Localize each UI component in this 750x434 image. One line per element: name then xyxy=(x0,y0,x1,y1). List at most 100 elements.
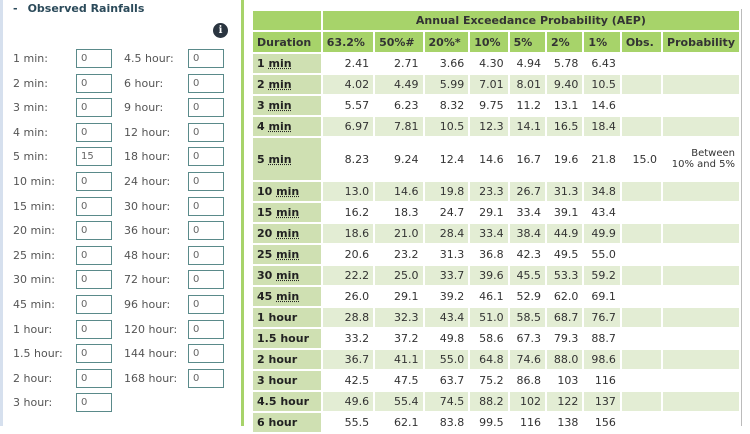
rainfall-field-label: 3 hour: xyxy=(13,396,53,410)
rainfall-input[interactable] xyxy=(76,98,112,118)
duration-cell: 1 hour xyxy=(253,308,321,327)
aep-value-cell: 74.6 xyxy=(509,350,546,369)
duration-cell: 20 min xyxy=(253,224,321,243)
rainfall-input[interactable] xyxy=(188,196,224,216)
panel-title-text: Observed Rainfalls xyxy=(27,2,145,15)
aep-value-cell: 2.41 xyxy=(344,57,370,70)
aep-value-cell: 137 xyxy=(584,392,620,411)
duration-number: 30 xyxy=(257,269,273,282)
rainfall-input[interactable] xyxy=(188,295,224,314)
aep-value-cell: 55.0 xyxy=(424,350,469,369)
aep-value-cell: 14.6 xyxy=(479,152,504,166)
aep-value-cell: 38.4 xyxy=(509,224,546,243)
rainfall-input[interactable] xyxy=(76,196,112,216)
duration-cell: 3 hour xyxy=(253,371,321,390)
aep-value-cell: 13.0 xyxy=(322,182,374,201)
observed-cell xyxy=(621,224,662,243)
rainfall-field-label: 2 min: xyxy=(13,76,48,90)
rainfall-input[interactable] xyxy=(188,172,224,191)
rainfall-input[interactable] xyxy=(76,147,112,167)
rainfall-input[interactable] xyxy=(188,73,224,93)
aep-value-cell: 69.1 xyxy=(591,290,616,303)
column-header: Obs. xyxy=(621,32,662,52)
duration-unit: min xyxy=(276,227,300,240)
aep-value-cell: 12.4 xyxy=(439,152,465,166)
probability-cell xyxy=(663,308,739,327)
panel-title[interactable]: - Observed Rainfalls xyxy=(13,2,144,15)
aep-value-cell: 52.9 xyxy=(516,290,542,303)
aep-value-cell: 138 xyxy=(557,416,579,429)
duration-unit: hour xyxy=(280,332,309,345)
aep-value-cell: 86.8 xyxy=(516,374,542,387)
rainfall-input[interactable] xyxy=(188,270,224,290)
info-icon[interactable]: i xyxy=(213,23,228,38)
aep-value-cell: 28.8 xyxy=(322,308,374,327)
aep-value-cell: 55.0 xyxy=(591,248,616,261)
rainfall-input[interactable] xyxy=(188,147,224,167)
aep-value-cell: 58.6 xyxy=(479,332,504,345)
rainfall-input[interactable] xyxy=(188,98,224,118)
aep-value-cell: 45.5 xyxy=(509,266,546,285)
aep-value-cell: 103 xyxy=(557,374,579,387)
duration-unit: hour xyxy=(268,353,298,366)
column-header: 20%* xyxy=(424,32,469,52)
aep-value-cell: 23.3 xyxy=(470,182,508,201)
duration-cell: 30 min xyxy=(253,266,321,285)
rainfall-field-label: 144 hour: xyxy=(124,347,178,361)
rainfall-input[interactable] xyxy=(76,368,112,388)
duration-cell: 5 min xyxy=(253,138,321,180)
rainfall-input[interactable] xyxy=(76,393,112,413)
aep-value-cell: 62.1 xyxy=(394,416,419,429)
aep-value-cell: 63.7 xyxy=(439,374,465,387)
rainfall-input[interactable] xyxy=(188,122,224,142)
aep-table: Annual Exceedance Probability (AEP) Dura… xyxy=(251,9,741,434)
rainfall-input[interactable] xyxy=(76,73,112,93)
rainfall-input[interactable] xyxy=(188,245,224,265)
collapse-icon[interactable]: - xyxy=(13,2,18,15)
rainfall-input[interactable] xyxy=(76,319,112,339)
rainfall-field-label: 15 min: xyxy=(13,199,55,213)
aep-value-cell: 46.1 xyxy=(479,290,504,303)
table-row: 25 min 20.6 23.2 31.3 36.8 42.3 49.5 55.0 xyxy=(253,245,739,264)
rainfall-field-label: 18 hour: xyxy=(124,150,171,164)
rainfall-field-label: 4.5 hour: xyxy=(124,52,174,65)
rainfall-input[interactable] xyxy=(76,245,112,265)
duration-unit: min xyxy=(268,78,292,91)
rainfall-input[interactable] xyxy=(76,295,112,314)
duration-number: 2 xyxy=(257,353,265,366)
aep-value-cell: 43.4 xyxy=(424,308,469,327)
rainfall-input[interactable] xyxy=(188,368,224,388)
aep-value-cell: 8.23 xyxy=(344,152,370,166)
rainfall-input[interactable] xyxy=(76,270,112,290)
duration-number: 10 xyxy=(257,185,273,198)
rainfall-input[interactable] xyxy=(76,122,112,142)
rainfall-input[interactable] xyxy=(188,49,224,68)
rainfall-input[interactable] xyxy=(188,221,224,241)
aep-value-cell: 14.6 xyxy=(591,99,616,112)
rainfall-input[interactable] xyxy=(76,49,112,68)
rainfall-input[interactable] xyxy=(188,344,224,364)
table-row: 5 min 8.23 9.24 12.4 14.6 16.7 19.6 21.8 15.0 Bet… xyxy=(253,138,739,180)
aep-value-cell: 13.1 xyxy=(553,99,579,112)
rainfall-input[interactable] xyxy=(188,319,224,339)
table-row: 3 hour 42.5 47.5 63.7 75.2 86.8 103 116 xyxy=(253,371,739,390)
duration-number: 1.5 xyxy=(257,332,277,345)
table-corner xyxy=(253,11,321,30)
duration-unit: hour xyxy=(268,374,298,387)
rainfall-input[interactable] xyxy=(76,221,112,241)
rainfall-input[interactable] xyxy=(76,172,112,191)
probability-cell xyxy=(663,371,739,390)
rainfall-field-label: 30 min: xyxy=(13,273,55,287)
aep-value-cell: 11.2 xyxy=(516,99,542,112)
rainfall-field-label: 96 hour: xyxy=(124,298,171,311)
aep-value-cell: 5.57 xyxy=(344,99,370,112)
aep-value-cell: 44.9 xyxy=(547,224,583,243)
table-row: 10 min 13.0 14.6 19.8 23.3 26.7 31.3 34.8 xyxy=(253,182,739,201)
rainfall-input[interactable] xyxy=(76,344,112,364)
rainfall-field-label: 12 hour: xyxy=(124,125,171,139)
aep-value-cell: 16.5 xyxy=(547,117,583,136)
aep-value-cell: 12.3 xyxy=(470,117,508,136)
column-header: 50%# xyxy=(375,32,423,52)
aep-value-cell: 41.1 xyxy=(375,350,423,369)
aep-value-cell: 33.4 xyxy=(516,206,542,219)
